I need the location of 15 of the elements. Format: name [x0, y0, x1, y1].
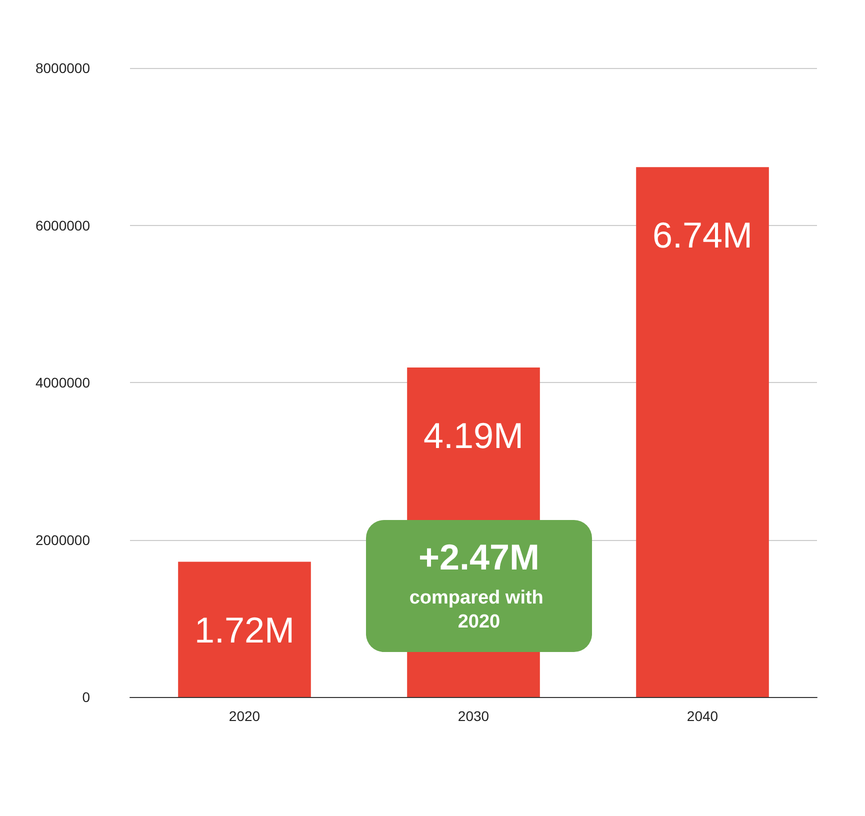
bar: [636, 167, 769, 697]
y-tick-label: 6000000: [35, 217, 90, 234]
y-tick-label: 8000000: [35, 60, 90, 76]
bar: [178, 562, 311, 697]
x-tick-label: 2040: [686, 708, 718, 724]
annotation: +2.47M: [418, 536, 540, 578]
data-label: 4.19M: [423, 415, 524, 456]
y-tick-label: 2000000: [35, 532, 90, 548]
data-label: 1.72M: [194, 609, 295, 650]
x-tick-label: 2030: [458, 708, 490, 724]
data-label: 6.74M: [652, 214, 753, 256]
y-tick-label: 4000000: [35, 374, 90, 390]
y-tick-label: 0: [82, 689, 90, 705]
x-tick-label: 2020: [228, 708, 260, 724]
annotation: compared with 2020: [409, 588, 549, 632]
